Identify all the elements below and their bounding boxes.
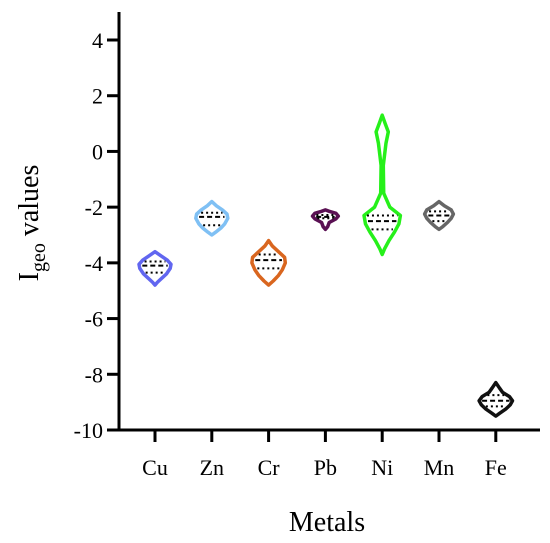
y-axis-title-main: I	[14, 272, 45, 281]
y-tick-label: -4	[85, 251, 103, 276]
x-tick-label: Cr	[258, 455, 281, 480]
violin-body	[250, 238, 288, 287]
y-tick-label: -8	[85, 362, 103, 387]
y-tick-label: 2	[92, 84, 103, 109]
x-tick-label: Pb	[314, 455, 337, 480]
x-tick-label: Cu	[142, 455, 168, 480]
violin-ni	[362, 113, 403, 257]
y-axis-title: Igeo values	[14, 165, 50, 282]
x-ticks: Cu Zn Cr Pb Ni Mn Fe	[142, 430, 507, 480]
violin-zn	[194, 199, 230, 237]
violin-cu	[137, 249, 173, 287]
violin-body	[137, 249, 173, 287]
y-ticks: 4 2 0 -2 -4 -6 -8 -10	[74, 28, 119, 443]
violin-mn	[422, 199, 456, 232]
violin-body	[362, 113, 403, 257]
y-axis-title-rest: values	[14, 165, 45, 244]
violin-cr	[250, 238, 288, 287]
y-tick-label: -6	[85, 307, 103, 332]
x-tick-label: Ni	[371, 455, 393, 480]
y-tick-label: -2	[85, 195, 103, 220]
y-tick-label: -10	[74, 418, 103, 443]
x-axis-title: Metals	[289, 507, 365, 538]
x-tick-label: Mn	[424, 455, 455, 480]
violin-body	[310, 208, 341, 232]
y-tick-label: 0	[92, 139, 103, 164]
violin-body	[477, 380, 515, 418]
y-tick-label: 4	[92, 28, 103, 53]
x-tick-label: Fe	[485, 455, 507, 480]
violin-fe	[477, 380, 515, 418]
violins	[137, 113, 515, 418]
x-tick-label: Zn	[200, 455, 224, 480]
axes	[117, 12, 540, 432]
violin-body	[194, 199, 230, 237]
y-axis-title-subscript: geo	[28, 243, 50, 272]
violin-pb	[310, 208, 341, 232]
